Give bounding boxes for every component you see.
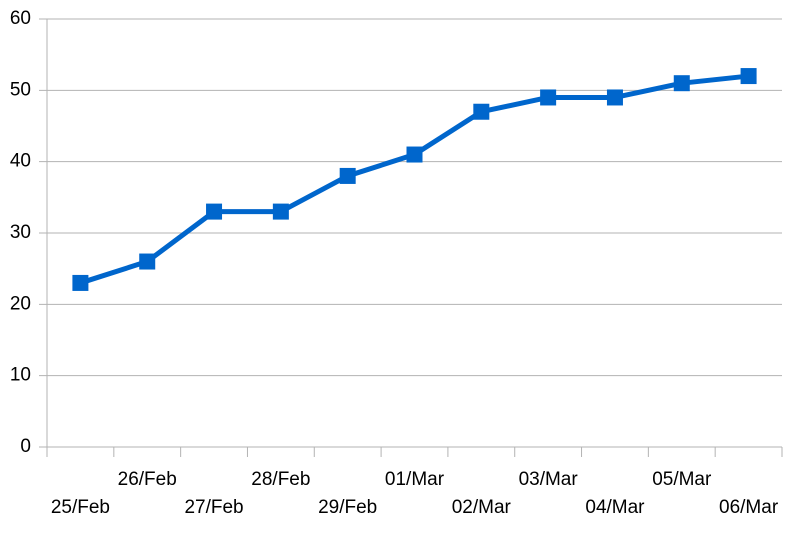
y-tick-label: 30 [10,222,31,243]
marker [606,89,623,106]
marker [406,146,423,163]
marker [339,167,356,184]
y-tick-label: 10 [10,365,31,386]
x-tick-label: 26/Feb [118,469,177,490]
x-tick-label: 02/Mar [452,497,512,518]
x-tick-label: 05/Mar [652,469,712,490]
x-tick-label: 28/Feb [251,469,310,490]
y-tick-label: 40 [10,151,31,172]
y-tick-label: 50 [10,79,31,100]
marker [139,253,156,270]
x-tick-label: 25/Feb [51,497,110,518]
x-tick-label: 27/Feb [184,497,243,518]
x-tick-label: 04/Mar [585,497,645,518]
marker [540,89,557,106]
x-tick-label: 03/Mar [519,469,579,490]
line [79,73,749,286]
marker [206,203,223,220]
y-tick-label: 0 [20,436,31,457]
y-tick-label: 60 [10,8,31,29]
marker [673,75,690,92]
marker [740,68,757,85]
y-tick-label: 20 [10,293,31,314]
marker [473,103,490,120]
marker [272,203,289,220]
x-tick-label: 01/Mar [385,469,445,490]
marker [72,274,89,291]
x-tick-label: 06/Mar [719,497,779,518]
x-tick-label: 29/Feb [318,497,377,518]
